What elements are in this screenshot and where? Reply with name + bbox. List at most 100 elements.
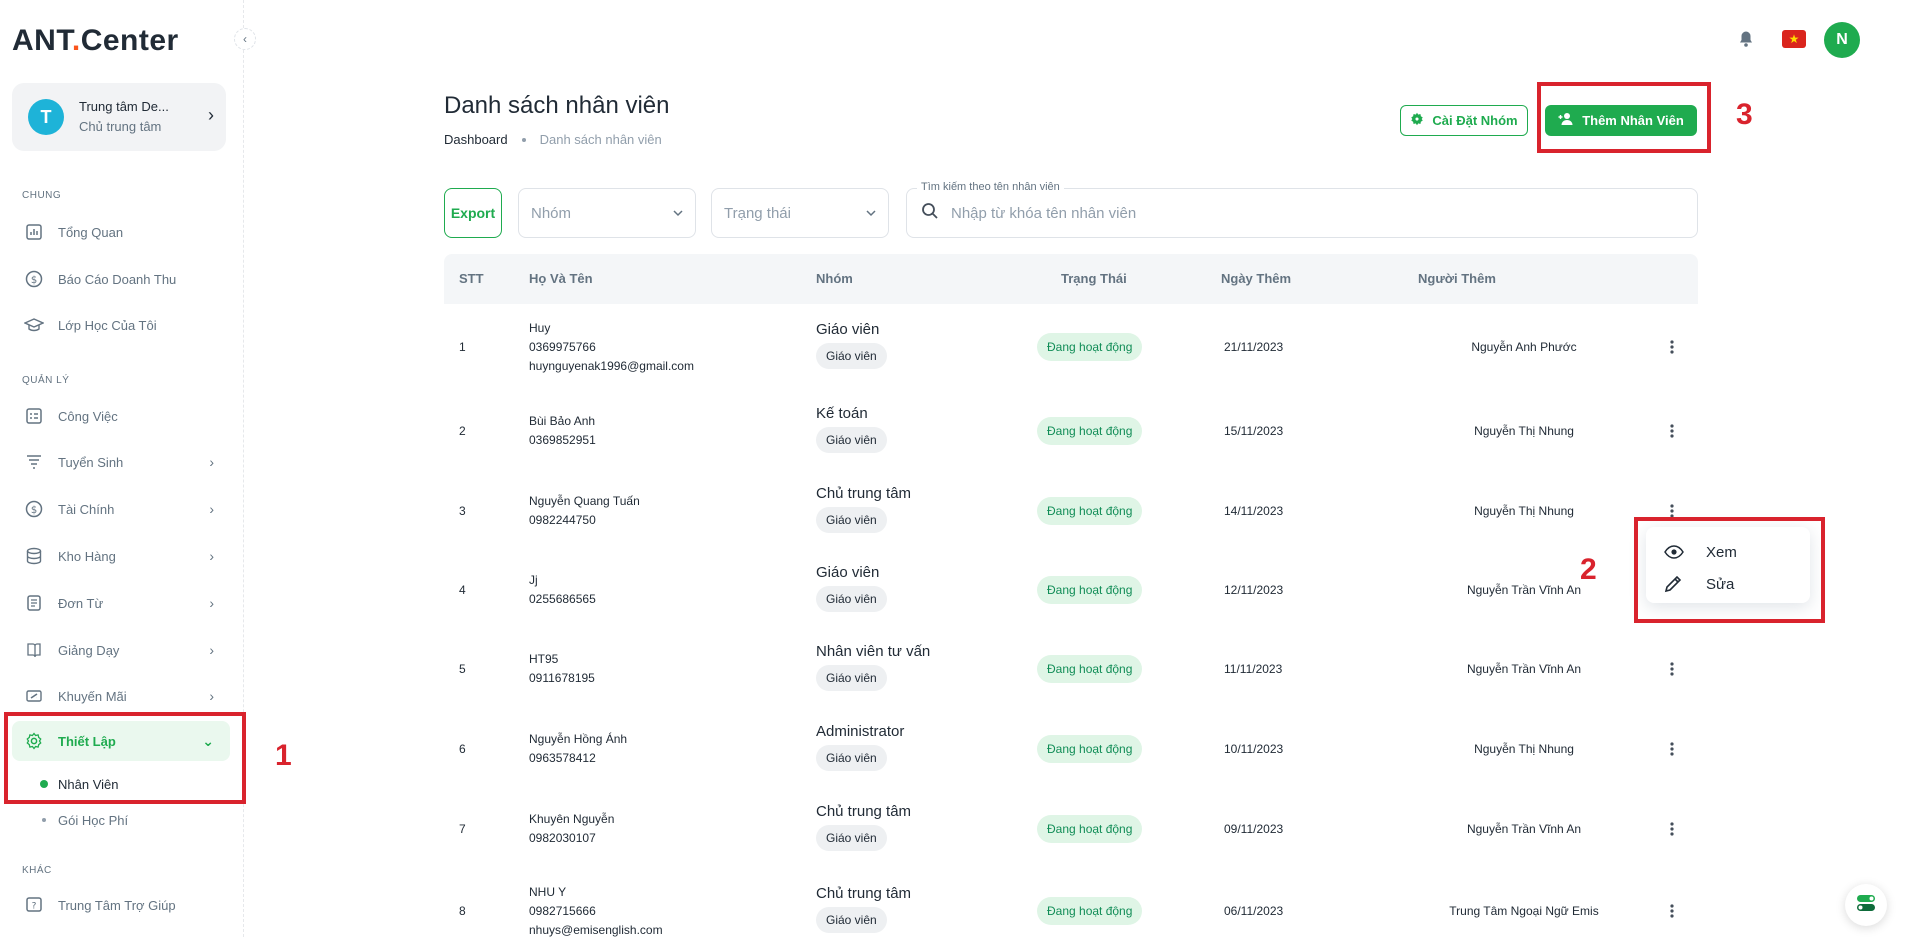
table-row[interactable]: 2 Bùi Bảo Anh 0369852951 Kế toán Giáo viên Đa… [444,392,1698,470]
sidebar-subitem-tuition-packages[interactable]: Gói Học Phí [12,803,230,837]
add-staff-button[interactable]: Thêm Nhân Viên [1545,105,1697,136]
pencil-icon [1664,575,1686,593]
sidebar-item-my-classes[interactable]: Lớp Học Của Tôi [12,305,230,345]
group-settings-button[interactable]: Cài Đặt Nhóm [1400,105,1528,136]
table-row[interactable]: 3 Nguyễn Quang Tuấn 0982244750 Chủ trung tâ… [444,472,1698,550]
staff-name: Nguyễn Hồng Ánh [529,732,628,746]
svg-text:$: $ [31,275,37,286]
view-menu-item[interactable]: Xem [1664,539,1737,565]
sidebar-item-label: Đơn Từ [58,595,104,611]
account-switcher[interactable]: T Trung tâm De... Chủ trung tâm › [12,83,226,151]
chevron-down-icon: ⌄ [202,732,214,749]
active-bullet-icon [40,780,48,788]
brand-logo[interactable]: ANT.Center [12,24,179,57]
sidebar-subitem-staff[interactable]: Nhân Viên [12,767,230,801]
added-by: Trung Tâm Ngoại Ngữ Emis [1449,904,1599,918]
group-chip: Giáo viên [816,586,887,612]
staff-email: nhuys@emisenglish.com [529,922,663,937]
sidebar-subitem-label: Nhân Viên [58,776,119,792]
sidebar-item-promotions[interactable]: Khuyến Mãi › [12,676,230,716]
group-name: Chủ trung tâm [816,803,912,820]
more-vertical-icon[interactable] [1662,659,1682,679]
sidebar-item-label: Tài Chính [58,501,115,517]
added-by: Nguyễn Thị Nhung [1474,504,1574,518]
column-header-status[interactable]: Trạng Thái [1061,271,1127,286]
sidebar-item-requests[interactable]: Đơn Từ › [12,583,230,623]
sidebar-item-overview[interactable]: Tổng Quan [12,212,230,252]
staff-search-field[interactable]: Tìm kiếm theo tên nhân viên Nhập từ khóa… [906,181,1698,238]
book-icon [24,640,44,660]
staff-group: Giáo viên Giáo viên [816,564,887,612]
table-row[interactable]: 8 NHU Y 0982715666 nhuys@emisenglish.com Chủ… [444,872,1698,937]
more-vertical-icon[interactable] [1662,501,1682,521]
sidebar-item-teaching[interactable]: Giảng Dạy › [12,630,230,670]
search-icon [921,202,939,225]
more-vertical-icon[interactable] [1662,819,1682,839]
gear-icon [1410,112,1424,129]
bullet-icon [42,818,46,822]
staff-name: HT95 [529,652,559,666]
sidebar-item-admissions[interactable]: Tuyển Sinh › [12,442,230,482]
breadcrumb-separator [521,137,526,142]
column-header-date-added[interactable]: Ngày Thêm [1221,271,1292,286]
staff-info: Nguyễn Quang Tuấn 0982244750 [529,492,640,530]
added-by: Nguyễn Trần Vĩnh An [1466,662,1582,676]
sidebar-item-revenue-report[interactable]: $ Báo Cáo Doanh Thu [12,259,230,299]
staff-info: Nguyễn Hồng Ánh 0963578412 [529,730,627,768]
more-vertical-icon[interactable] [1662,739,1682,759]
status-filter-select[interactable]: Trạng thái [711,188,889,238]
more-vertical-icon[interactable] [1662,421,1682,441]
group-filter-placeholder: Nhóm [531,204,572,222]
collapse-sidebar-button[interactable]: ‹ [234,28,256,50]
table-row[interactable]: 6 Nguyễn Hồng Ánh 0963578412 Administrator G… [444,710,1698,788]
breadcrumb: Dashboard Danh sách nhân viên [444,132,662,147]
date-added: 06/11/2023 [1224,904,1284,918]
status-badge: Đang hoạt động [1037,897,1143,925]
group-chip: Giáo viên [816,507,887,533]
sidebar-item-settings[interactable]: Thiết Lập ⌄ [12,721,230,761]
vietnam-flag-icon[interactable]: ★ [1782,30,1806,48]
user-avatar[interactable]: N [1824,22,1860,58]
more-vertical-icon[interactable] [1662,901,1682,921]
export-button[interactable]: Export [444,188,502,238]
chevron-right-icon: › [209,548,214,564]
staff-group: Chủ trung tâm Giáo viên [816,885,911,933]
sidebar-item-finance[interactable]: $ Tài Chính › [12,489,230,529]
column-header-name[interactable]: Họ Và Tên [529,271,593,286]
sidebar-item-tasks[interactable]: Công Việc [12,396,230,436]
table-row[interactable]: 5 HT95 0911678195 Nhân viên tư vấn Giáo viên… [444,630,1698,708]
column-header-added-by[interactable]: Người Thêm [1418,271,1496,286]
edit-menu-item[interactable]: Sửa [1664,571,1734,597]
row-index: 8 [459,904,466,918]
staff-name: Huy [529,320,551,335]
svg-text:?: ? [32,902,37,912]
staff-phone: 0963578412 [529,751,596,765]
status-filter-placeholder: Trạng thái [724,204,791,222]
table-row[interactable]: 4 Jj 0255686565 Giáo viên Giáo viên Đang hoạt… [444,551,1698,629]
group-name: Administrator [816,723,905,740]
chevron-down-icon [864,206,878,220]
annotation-box-1 [4,712,246,804]
status-badge: Đang hoạt động [1037,497,1143,525]
staff-group: Administrator Giáo viên [816,723,904,771]
floating-settings-button[interactable] [1845,884,1887,926]
sidebar-item-label: Lớp Học Của Tôi [58,317,157,333]
group-filter-select[interactable]: Nhóm [518,188,696,238]
sidebar-item-help-center[interactable]: ? Trung Tâm Trợ Giúp [12,885,230,925]
staff-group: Nhân viên tư vấn Giáo viên [816,643,930,691]
search-input[interactable]: Nhập từ khóa tên nhân viên [951,204,1137,222]
table-row[interactable]: 1 Huy 0369975766 huynguyenak1996@gmail.com G… [444,308,1698,386]
breadcrumb-dashboard-link[interactable]: Dashboard [444,132,508,147]
column-header-stt[interactable]: STT [459,271,484,286]
chevron-right-icon: › [209,454,214,470]
sidebar-item-label: Kho Hàng [58,548,116,564]
account-avatar: T [28,99,64,135]
row-index: 5 [459,662,466,676]
sidebar-item-warehouse[interactable]: Kho Hàng › [12,536,230,576]
staff-phone: 0982244750 [529,513,596,527]
column-header-group[interactable]: Nhóm [816,271,853,286]
date-added: 15/11/2023 [1224,424,1284,438]
bell-icon[interactable] [1738,30,1754,53]
more-vertical-icon[interactable] [1662,337,1682,357]
table-row[interactable]: 7 Khuyên Nguyễn 0982030107 Chủ trung tâm Giá… [444,790,1698,868]
